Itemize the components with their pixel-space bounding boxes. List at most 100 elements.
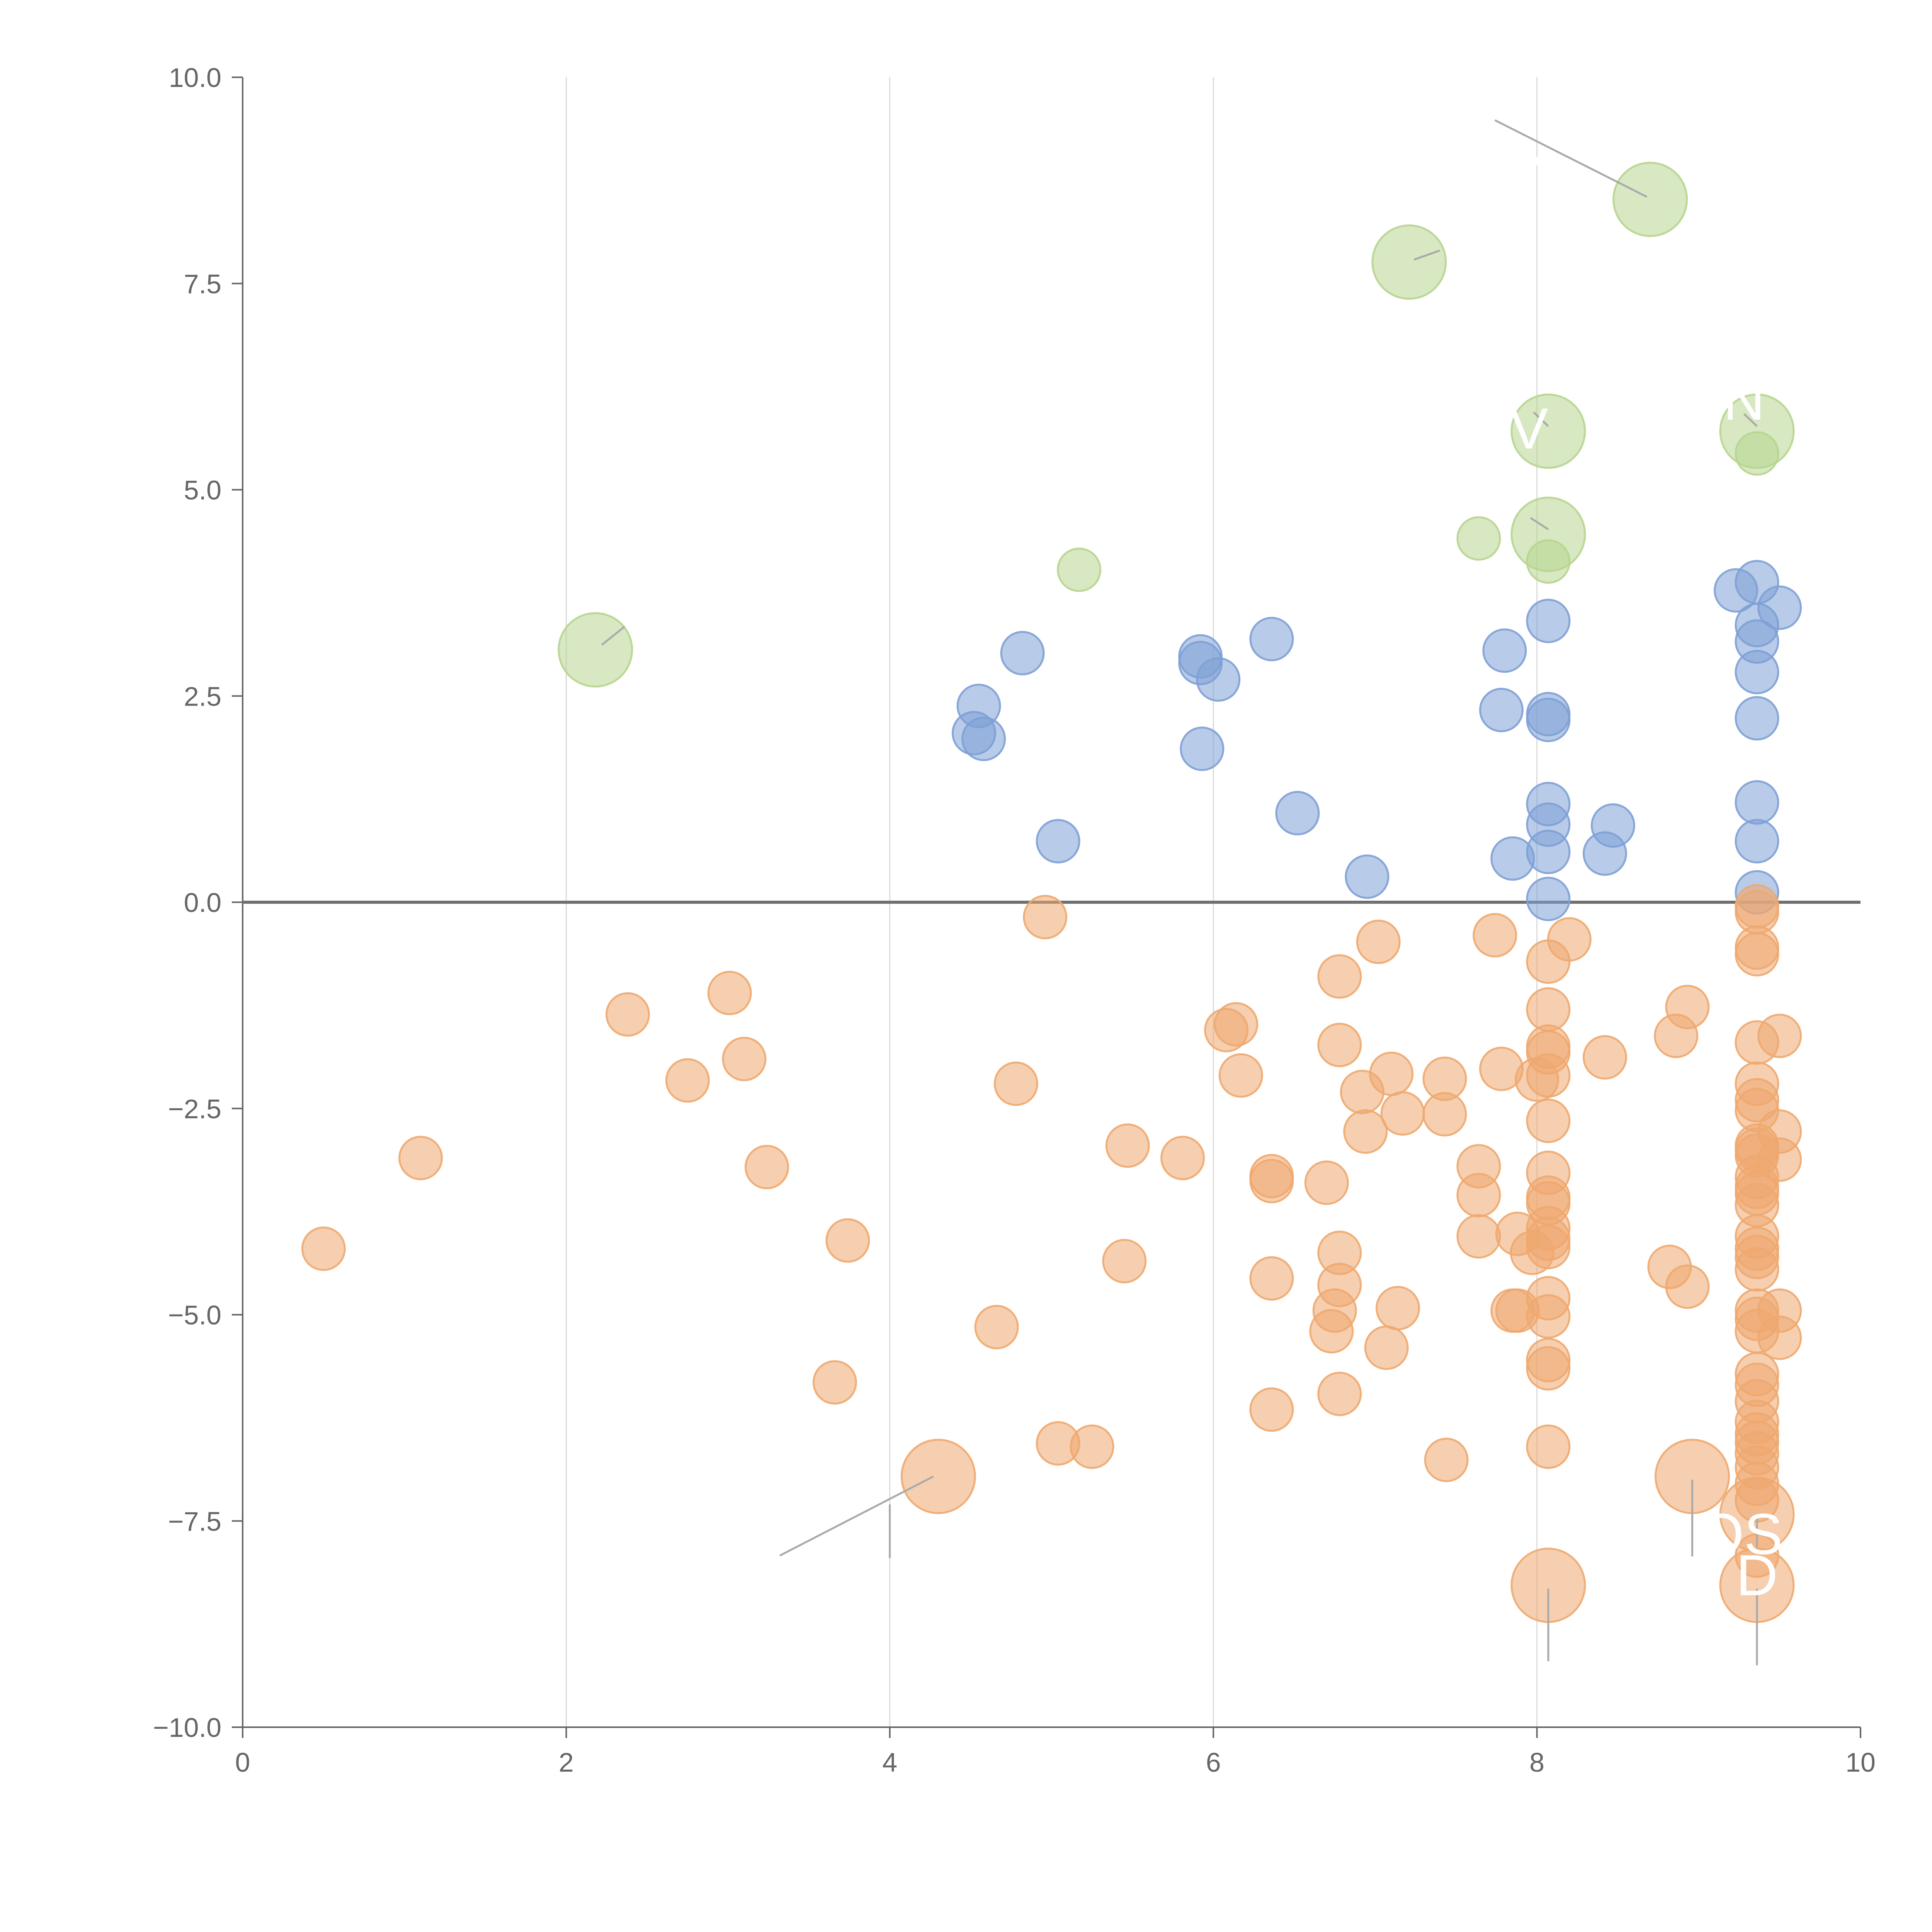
negative-point [1757,1315,1802,1360]
y-tick-label: −5.0 [168,1300,221,1330]
y-tick-label: −10.0 [153,1713,221,1743]
annotation-label: OS [1699,1502,1783,1566]
negative-point [1526,1424,1571,1469]
highlight-large-point [1510,393,1586,469]
positive-point [1482,628,1527,673]
positive-point [1526,830,1571,874]
x-tick-label: 10 [1845,1747,1876,1777]
positive-point [1735,780,1779,825]
negative-point [1249,1256,1294,1301]
highlight-point [1057,548,1102,592]
negative-point [1582,1035,1627,1080]
y-tick-label: 7.5 [184,269,221,299]
y-tick-label: 10.0 [169,63,221,93]
negative-point [1757,1137,1802,1182]
positive-point [1345,854,1389,899]
negative-point [1317,954,1362,999]
positive-point [1000,631,1045,675]
data-points [301,431,1802,1578]
negative-point [1665,1264,1710,1309]
positive-point [1196,657,1241,702]
highlight-large-point [1719,393,1795,469]
positive-point [1526,876,1571,921]
negative-point [1249,1387,1294,1432]
negative-point [1526,987,1571,1032]
negative-large-point [900,1439,976,1514]
negative-point [1249,1159,1294,1204]
negative-point [745,1145,789,1189]
x-tick-label: 4 [882,1747,897,1777]
positive-point [1735,696,1779,741]
negative-point [665,1058,710,1103]
positive-point [1275,791,1320,835]
negative-point [1473,913,1517,957]
y-tick-label: 2.5 [184,681,221,711]
negative-point [812,1360,857,1405]
positive-point [1249,617,1294,662]
negative-point [1424,1437,1469,1482]
negative-point [1364,1325,1409,1370]
negative-point [1218,1053,1263,1098]
x-tick-label: 2 [559,1747,574,1777]
negative-point [1526,1053,1571,1098]
leader-line [779,1475,934,1557]
positive-point [1479,688,1524,733]
negative-point [1735,932,1779,977]
large-markers [558,162,1795,1623]
negative-point [722,1037,767,1082]
annotation-label: • [1520,128,1541,193]
negative-point [1105,1123,1150,1168]
negative-point [1369,1051,1414,1096]
positive-point [1036,819,1080,864]
highlight-large-point [558,612,633,688]
negative-point [1757,1014,1802,1058]
negative-point [1456,1214,1501,1259]
negative-point [398,1136,443,1180]
annotation-label: N [1723,367,1765,432]
annotation-leaders [601,119,1758,1665]
positive-point [1735,819,1779,864]
positive-point [1590,803,1635,848]
highlight-large-point [1371,224,1447,300]
annotation-label: D [1736,1543,1778,1607]
highlight-large-point [1510,497,1586,572]
negative-point [1547,917,1592,962]
negative-point [1422,1092,1467,1137]
leader-line [1413,249,1440,261]
y-tick-label: 0.0 [184,888,221,918]
y-tick-label: −2.5 [168,1094,221,1124]
negative-point [1456,1173,1501,1218]
negative-point [1526,1225,1571,1269]
negative-point [1735,1247,1779,1292]
negative-point [1317,1022,1362,1067]
negative-point [1317,1371,1362,1416]
highlight-point [1456,516,1501,561]
x-tick-label: 8 [1529,1747,1544,1777]
leader-line [1743,413,1758,427]
negative-point [1160,1136,1205,1180]
negative-point [1343,1109,1388,1154]
y-tick-label: 5.0 [184,475,221,505]
positive-point [1180,726,1225,771]
leader-line [1533,412,1549,427]
negative-point [1665,985,1710,1029]
negative-point [1317,1263,1362,1308]
negative-point [707,971,752,1015]
negative-point [605,992,650,1037]
negative-point [1526,1346,1571,1391]
negative-point [974,1305,1019,1350]
x-tick-label: 6 [1206,1747,1221,1777]
negative-point [1214,1002,1259,1047]
negative-point [1356,919,1401,964]
positive-point [1757,585,1802,630]
annotation-label: V [1510,396,1548,461]
leader-line [601,626,625,646]
negative-point [1304,1160,1349,1205]
positive-point [1526,697,1571,742]
negative-point [1380,1091,1425,1136]
positive-point [1526,599,1571,643]
negative-point [301,1226,346,1271]
y-tick-label: −7.5 [168,1506,221,1536]
